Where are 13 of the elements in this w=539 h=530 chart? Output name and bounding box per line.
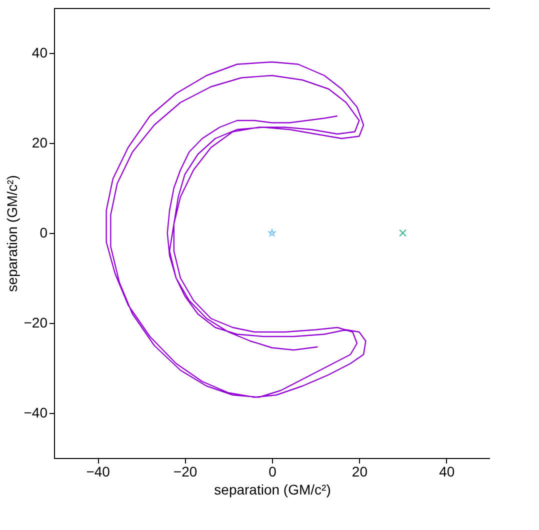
y-tick-label: −20: [24, 314, 48, 330]
y-axis-title: separation (GM/c²): [4, 175, 20, 292]
x-tick-label: 40: [439, 464, 455, 480]
line-series: [106, 61, 366, 398]
x-axis-title: separation (GM/c²): [214, 482, 331, 498]
x-tick-label: −20: [173, 464, 198, 480]
x-tick-label: 20: [352, 464, 368, 480]
y-tick-label: 0: [40, 224, 48, 240]
y-tick-label: −40: [24, 404, 48, 420]
x-tick-label: −40: [86, 464, 110, 480]
y-tick-label: 40: [32, 44, 48, 60]
x-tick-label: 0: [268, 464, 277, 480]
y-tick-label: 20: [32, 134, 48, 150]
